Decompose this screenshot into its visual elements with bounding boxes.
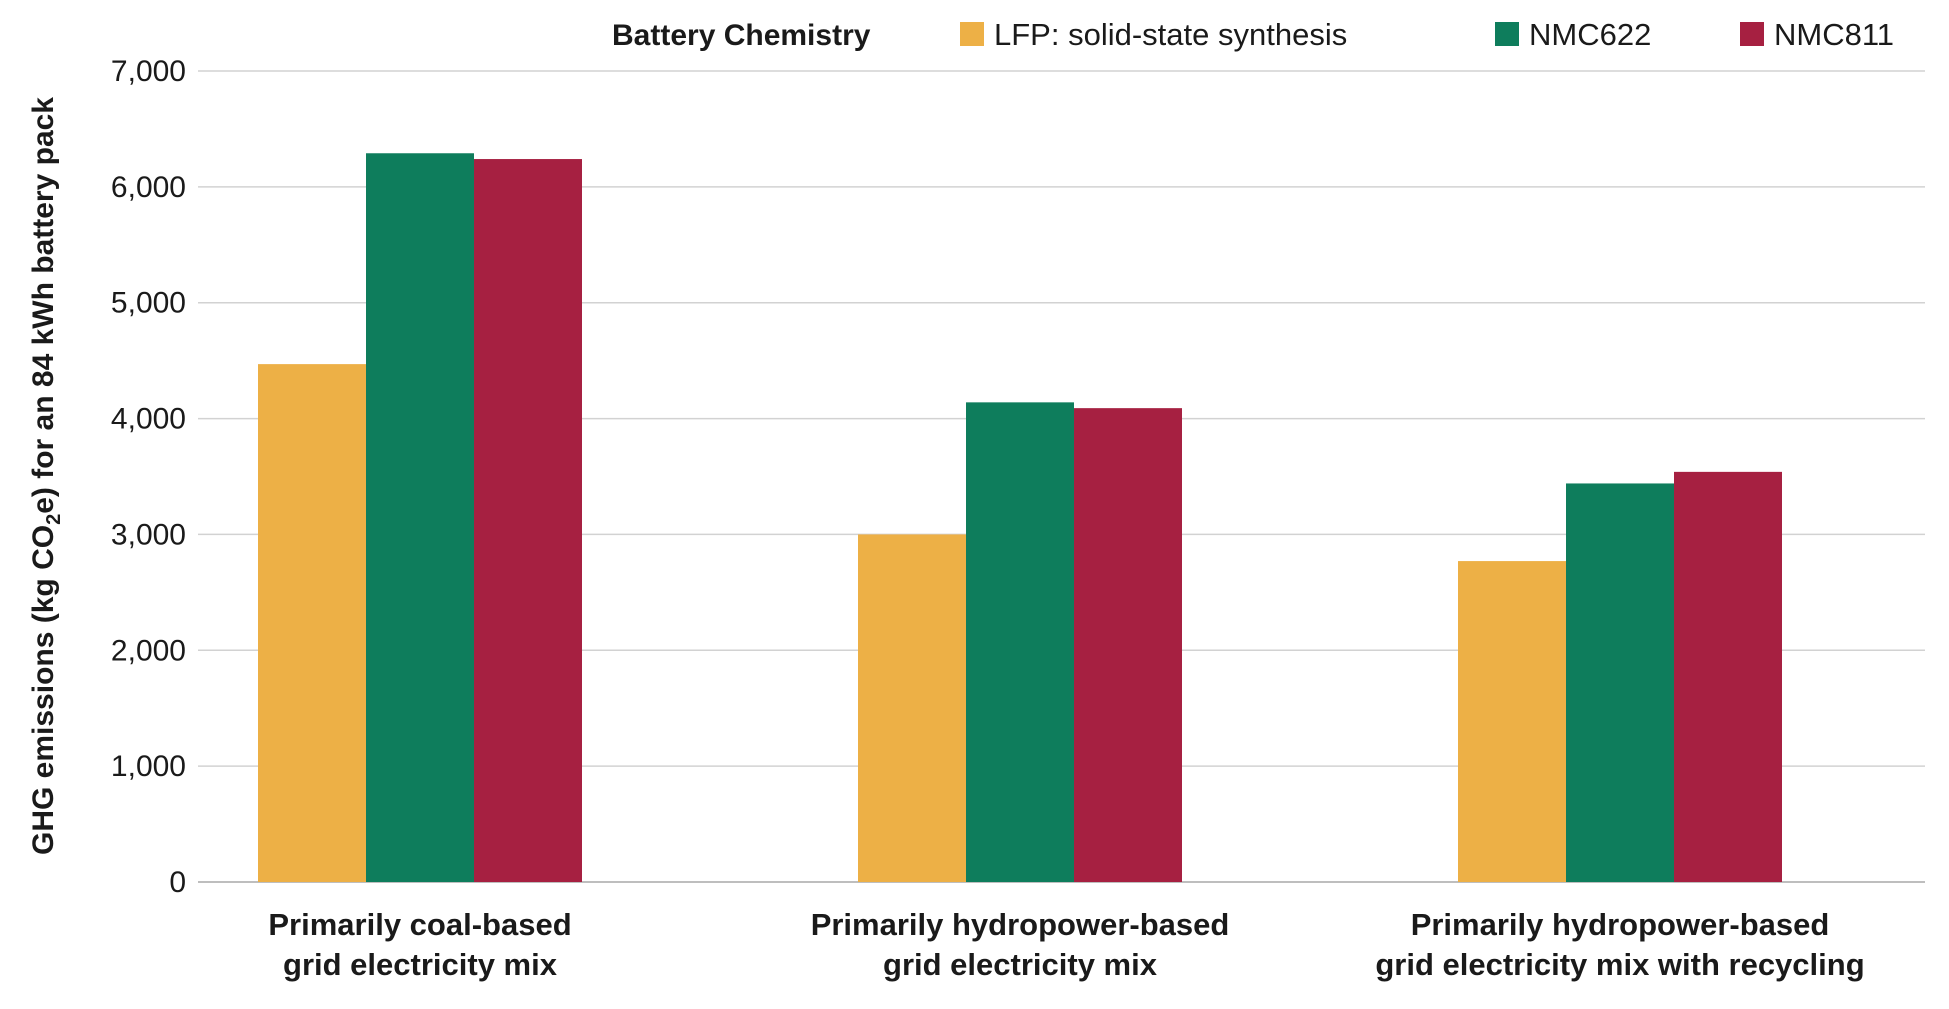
bar-lfp-solid-state-synthesis bbox=[1458, 561, 1566, 882]
bar-nmc811 bbox=[1674, 471, 1782, 882]
y-tick-label: 3,000 bbox=[111, 518, 186, 551]
y-tick-label: 5,000 bbox=[111, 287, 186, 320]
y-tick-label: 7,000 bbox=[111, 55, 186, 88]
legend-swatch bbox=[1740, 22, 1764, 46]
bar-nmc622 bbox=[966, 402, 1074, 882]
axis-labels: Primarily coal-based grid electricity mix… bbox=[27, 97, 1865, 982]
y-tick-label: 2,000 bbox=[111, 634, 186, 667]
x-category-label: Primarily hydropower-based grid electrici… bbox=[811, 907, 1230, 982]
legend-label: NMC622 bbox=[1529, 17, 1651, 52]
x-category-label-line: Primarily hydropower-based bbox=[1411, 907, 1830, 942]
y-axis-label-part: e) for an 84 kWh battery pack bbox=[27, 97, 60, 514]
legend-label: LFP: solid-state synthesis bbox=[994, 17, 1347, 52]
legend-title: Battery Chemistry bbox=[612, 19, 871, 52]
bar-lfp-solid-state-synthesis bbox=[258, 364, 366, 883]
y-axis-label: GHG emissions (kg CO2e) for an 84 kWh ba… bbox=[27, 97, 65, 855]
x-category-label-line: grid electricity mix bbox=[283, 947, 558, 982]
x-category-label-line: grid electricity mix with recycling bbox=[1375, 947, 1864, 982]
legend-label: NMC811 bbox=[1774, 17, 1894, 52]
x-category-label: Primarily hydropower-based grid electrici… bbox=[1375, 907, 1864, 982]
bar-lfp-solid-state-synthesis bbox=[858, 534, 966, 882]
y-tick-label: 0 bbox=[169, 866, 186, 899]
bars bbox=[258, 153, 1782, 883]
bar-nmc811 bbox=[474, 159, 582, 883]
y-tick-label: 6,000 bbox=[111, 171, 186, 204]
y-axis-label-part: GHG emissions (kg CO bbox=[27, 525, 60, 855]
x-category-label-line: Primarily hydropower-based bbox=[811, 907, 1230, 942]
legend: Battery Chemistry LFP: solid-state synthe… bbox=[612, 17, 1894, 52]
x-category-label-line: Primarily coal-based bbox=[268, 907, 571, 942]
legend-swatch bbox=[1495, 22, 1519, 46]
y-tick-label: 4,000 bbox=[111, 403, 186, 436]
y-axis-label-subscript: 2 bbox=[43, 514, 65, 525]
legend-swatch bbox=[960, 22, 984, 46]
x-category-label: Primarily coal-based grid electricity mix bbox=[268, 907, 571, 982]
bar-nmc622 bbox=[366, 153, 474, 883]
axes: 0 1,000 2,000 3,000 4,000 5,000 6,000 7,000 bbox=[111, 55, 186, 899]
bar-nmc622 bbox=[1566, 483, 1674, 882]
y-tick-label: 1,000 bbox=[111, 750, 186, 783]
x-category-label-line: grid electricity mix bbox=[883, 947, 1158, 982]
bar-nmc811 bbox=[1074, 408, 1182, 882]
